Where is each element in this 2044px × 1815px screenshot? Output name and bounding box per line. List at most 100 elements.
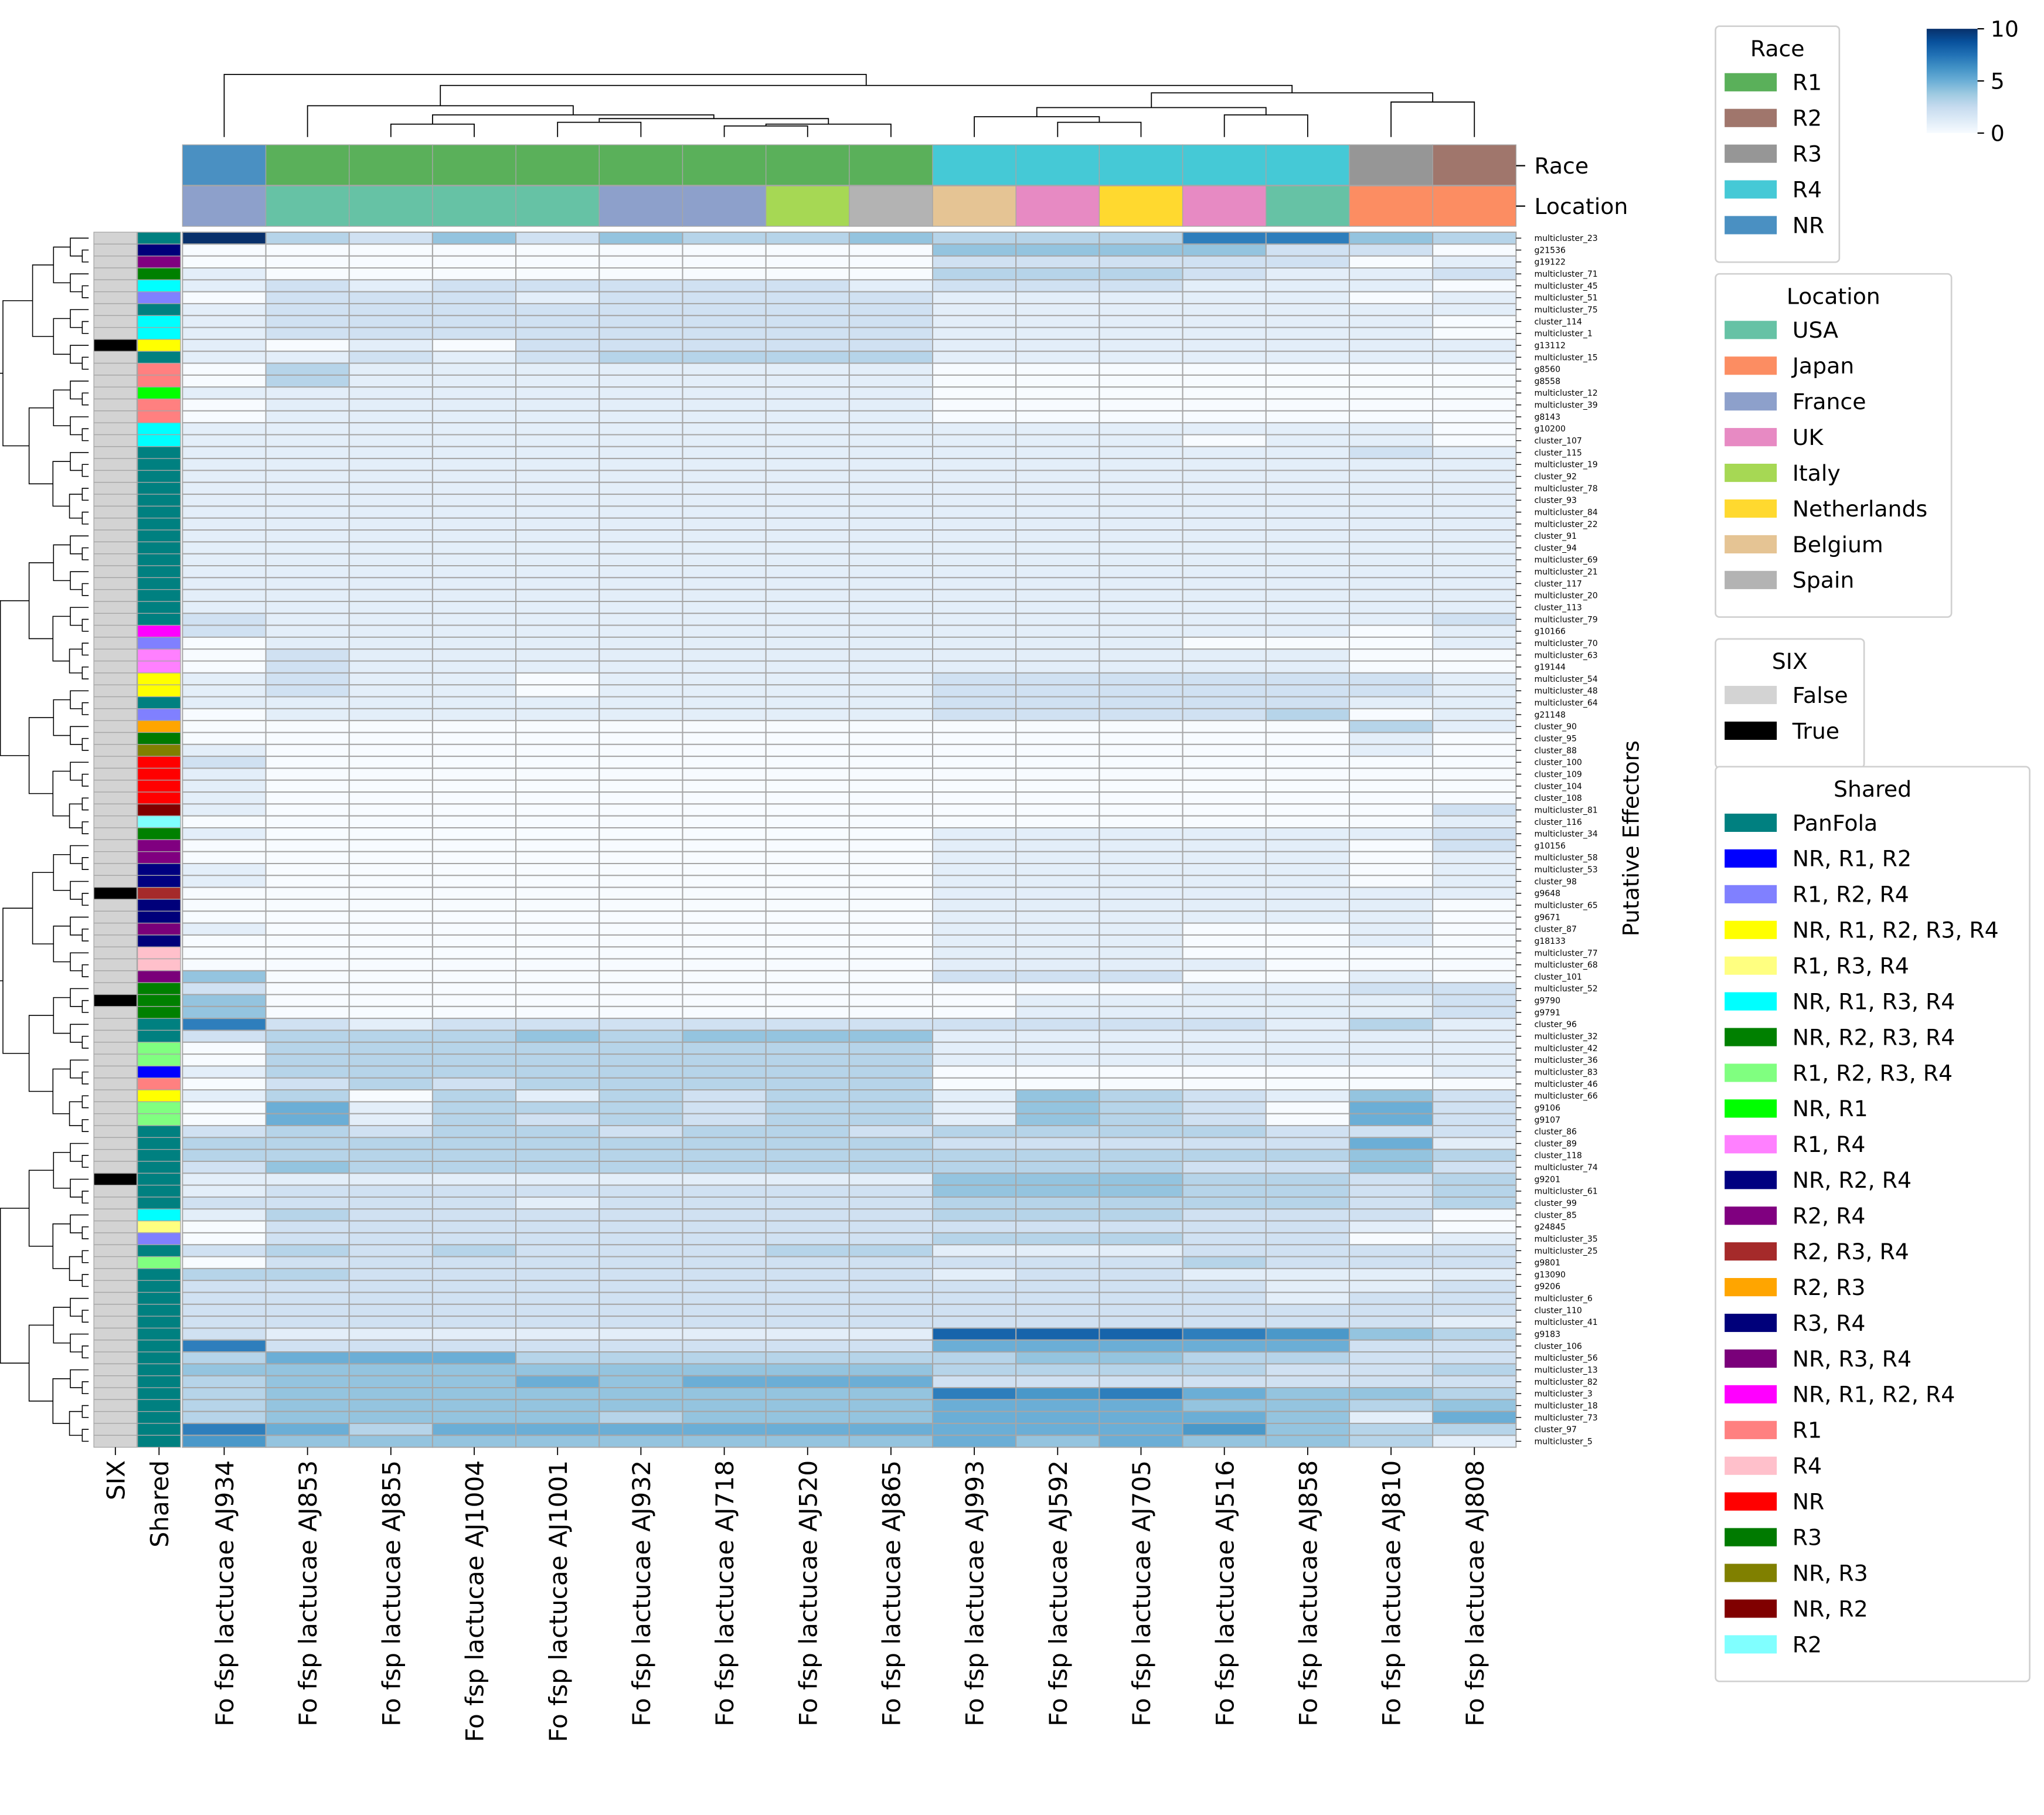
heatmap-cell [348,815,433,829]
heatmap-cell [515,1172,600,1186]
heatmap-cell [1098,1160,1183,1174]
heatmap-cell [182,1280,267,1293]
heatmap-cell [848,553,934,567]
heatmap-cell [682,827,767,841]
heatmap-cell [598,743,683,757]
heatmap-cell [1348,1172,1434,1186]
heatmap-cell [1098,1077,1183,1091]
heatmap-cell [1348,1041,1434,1055]
heatmap-cell [1432,696,1517,709]
heatmap-cell [348,232,433,245]
heatmap-cell [598,1077,683,1091]
heatmap-cell [265,934,350,948]
heatmap-cell [182,970,267,984]
heatmap-cell [1432,1232,1517,1246]
legend-item-label: NR, R3 [1793,1560,1868,1586]
heatmap-cell [932,1005,1017,1019]
dendrogram-link [52,770,70,817]
heatmap-cell [1432,279,1517,293]
heatmap-cell [515,767,600,781]
heatmap-cell [1348,767,1434,781]
heatmap-cell [265,541,350,555]
legend-item-label: R1, R4 [1793,1131,1866,1157]
row-label: multicluster_83 [1534,1068,1597,1077]
heatmap-cell [682,875,767,888]
heatmap-cell [1098,886,1183,900]
row-label: cluster_100 [1534,758,1582,767]
heatmap-cell [682,946,767,960]
heatmap-cell [431,624,517,638]
heatmap-cell [431,779,517,793]
heatmap-cell [182,1387,267,1401]
legend-item-label: NR, R2, R4 [1793,1167,1912,1193]
heatmap-cell [1098,470,1183,483]
heatmap-cell [431,922,517,936]
row-label: g8143 [1534,413,1560,422]
shared-annotation-cell [137,1316,181,1329]
heatmap-cell [348,660,433,674]
heatmap-cell [348,1005,433,1019]
heatmap-cell [848,1375,934,1389]
legend-item-label: NR, R3, R4 [1793,1346,1912,1372]
heatmap-cell [431,1316,517,1329]
dendrogram-link [69,1410,83,1436]
heatmap-cell [765,756,850,769]
heatmap-cell [848,302,934,317]
heatmap-cell [1182,481,1267,495]
row-label: multicluster_35 [1534,1235,1597,1244]
shared-annotation-cell [137,648,181,662]
six-annotation-cell [93,1304,138,1317]
heatmap-cell [431,1208,517,1222]
heatmap-cell [431,410,517,424]
heatmap-cell [932,839,1017,852]
heatmap-cell [932,1113,1017,1127]
heatmap-cell [682,541,767,555]
six-annotation-cell [93,1399,138,1412]
heatmap-cell [182,1363,267,1376]
six-annotation-cell [93,601,138,614]
heatmap-cell [1182,767,1267,781]
heatmap-cell [932,1172,1017,1186]
heatmap-cell [848,458,934,471]
heatmap-cell [1182,1435,1267,1448]
heatmap-cell [1348,743,1434,757]
heatmap-cell [348,756,433,769]
heatmap-cell [1098,1423,1183,1436]
heatmap-cell [848,338,934,352]
heatmap-cell [515,851,600,865]
heatmap-cell [431,1160,517,1174]
shared-annotation-cell [137,910,181,924]
heatmap-cell [598,898,683,912]
heatmap-cell [1098,1267,1183,1282]
heatmap-cell [932,1363,1017,1376]
heatmap-cell [765,398,850,412]
race-annotation-cell [682,144,767,186]
dendrogram-link [70,1369,89,1388]
dendrogram-link [70,1214,89,1233]
six-annotation-cell [93,1232,138,1245]
heatmap-cell [932,1399,1017,1412]
heatmap-cell [515,1375,600,1389]
dendrogram-link [70,571,89,590]
heatmap-cells [182,232,1517,1448]
dendrogram-link [81,618,89,632]
heatmap-cell [765,1053,850,1067]
six-annotation-cell [93,434,138,447]
heatmap-cell [932,1053,1017,1067]
heatmap-cell [1182,565,1267,579]
heatmap-cell [1432,779,1517,793]
heatmap-cell [848,1053,934,1067]
heatmap-cell [515,1089,600,1103]
shared-annotation-cell [137,958,181,971]
shared-annotation-cell [137,815,181,828]
heatmap-cell [932,1077,1017,1091]
shared-annotation-cell [137,518,181,531]
heatmap-cell [1265,255,1350,269]
heatmap-cell [848,351,934,364]
heatmap-cell [182,613,267,626]
heatmap-cell [265,994,350,1007]
heatmap-cell [1182,1267,1267,1282]
heatmap-cell [598,589,683,602]
row-label: cluster_87 [1534,925,1576,934]
heatmap-cell [1098,1113,1183,1127]
